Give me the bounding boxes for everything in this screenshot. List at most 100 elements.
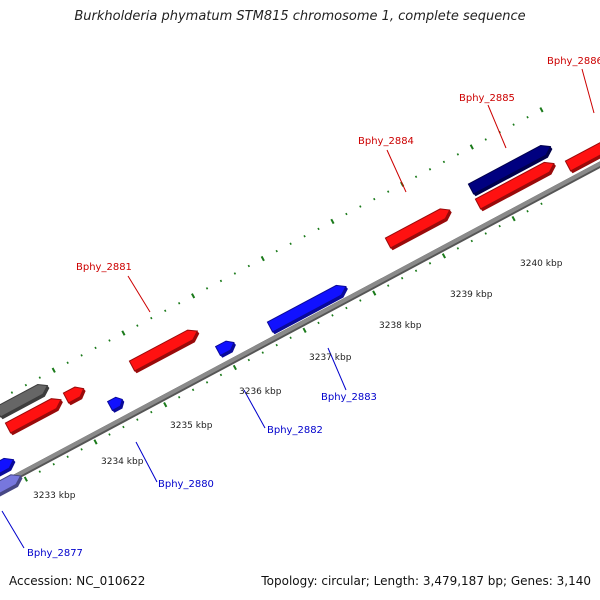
minor-tick xyxy=(80,354,83,357)
gene-reverse-bphy-2883-body xyxy=(266,284,347,333)
gene-label-forward-4: Bphy_2886 xyxy=(547,56,600,67)
minor-tick xyxy=(108,433,111,436)
minor-tick xyxy=(38,470,41,473)
minor-tick xyxy=(289,242,292,245)
major-tick xyxy=(121,330,126,336)
inner-tick-track xyxy=(10,202,543,488)
minor-tick xyxy=(275,343,278,347)
scale-label-2: 3234 kbp xyxy=(101,457,144,467)
minor-tick xyxy=(24,383,28,387)
major-tick xyxy=(163,402,168,408)
minor-tick xyxy=(414,269,418,273)
minor-tick xyxy=(331,314,334,317)
minor-tick xyxy=(373,197,376,201)
gene-label-reverse-2: Bphy_2880 xyxy=(158,479,214,490)
scale-label-5: 3237 kbp xyxy=(309,353,352,363)
minor-tick xyxy=(219,279,223,283)
minor-tick xyxy=(205,287,209,290)
minor-tick xyxy=(38,376,41,379)
major-tick xyxy=(372,290,377,296)
minor-tick xyxy=(526,115,529,119)
gene-forward-bphy-2885 xyxy=(474,161,556,212)
minor-tick xyxy=(80,448,83,451)
major-tick xyxy=(232,364,237,371)
outer-tick-track xyxy=(10,107,544,394)
label-leader-lines xyxy=(1,68,595,549)
gene-label-reverse-3: Bphy_2882 xyxy=(267,425,323,436)
minor-tick xyxy=(359,205,362,208)
leader-forward-3 xyxy=(487,104,507,149)
minor-tick xyxy=(247,264,251,268)
minor-tick xyxy=(164,309,167,312)
gene-label-forward-2: Bphy_2884 xyxy=(358,136,414,147)
major-tick xyxy=(93,439,98,445)
gene-label-reverse-4: Bphy_2883 xyxy=(321,392,377,403)
scale-label-6: 3238 kbp xyxy=(379,321,422,331)
gene-reverse-bphy-2877-body xyxy=(0,457,15,474)
minor-tick xyxy=(470,239,473,243)
leader-reverse-1 xyxy=(1,510,25,549)
minor-tick xyxy=(359,299,362,302)
gene-forward-1-edge xyxy=(10,399,63,436)
minor-tick xyxy=(108,339,111,342)
major-tick xyxy=(51,367,56,373)
minor-tick xyxy=(289,336,292,339)
gene-lightblue-edge xyxy=(0,475,23,497)
gene-forward-bphy-2886-body xyxy=(564,142,600,172)
gene-labels: Bphy_2881 Bphy_2884 Bphy_2885 Bphy_2886 Bphy… xyxy=(27,56,600,559)
gene-forward-bphy-2884-edge xyxy=(390,210,452,251)
minor-tick xyxy=(484,232,487,235)
scale-label-8: 3240 kbp xyxy=(520,259,563,269)
minor-tick xyxy=(498,224,501,228)
minor-tick xyxy=(484,138,487,141)
major-tick xyxy=(539,107,544,113)
major-tick xyxy=(23,476,28,482)
gene-forward-bphy-2881-body xyxy=(128,329,199,372)
leader-reverse-2 xyxy=(135,441,158,483)
minor-tick xyxy=(456,153,460,156)
gene-label-forward-3: Bphy_2885 xyxy=(459,93,515,104)
topology-summary: Topology: circular; Length: 3,479,187 bp… xyxy=(261,574,591,588)
gene-reverse-bphy-2877 xyxy=(0,457,16,477)
minor-tick xyxy=(345,212,348,216)
gene-forward-bphy-2886-edge xyxy=(570,155,600,174)
minor-tick xyxy=(191,388,195,392)
gene-forward-bphy-2886 xyxy=(564,142,600,174)
leader-forward-1 xyxy=(127,275,151,313)
minor-tick xyxy=(428,262,432,265)
minor-tick xyxy=(512,123,515,126)
minor-tick xyxy=(387,284,390,287)
gene-forward-bphy-2884-body xyxy=(384,208,451,249)
gene-reverse-bphy-2882 xyxy=(214,340,236,358)
minor-tick xyxy=(122,425,125,429)
major-tick xyxy=(330,218,335,225)
major-tick xyxy=(511,215,516,222)
minor-tick xyxy=(345,306,348,310)
minor-tick xyxy=(177,395,181,399)
leader-reverse-3 xyxy=(243,389,266,429)
leader-forward-4 xyxy=(581,68,595,114)
minor-tick xyxy=(136,418,139,421)
gene-forward-bphy-2881-edge xyxy=(134,331,200,374)
gene-label-forward-1: Bphy_2881 xyxy=(76,262,132,273)
minor-tick xyxy=(136,324,139,327)
minor-tick xyxy=(150,316,153,320)
gene-darkblue-outer-edge xyxy=(473,146,553,197)
major-tick xyxy=(191,293,196,299)
gene-lightblue xyxy=(0,474,23,497)
minor-tick xyxy=(456,247,460,250)
minor-tick xyxy=(526,209,529,213)
gene-darkblue-outer-body xyxy=(467,144,552,195)
major-tick xyxy=(441,253,446,259)
scale-label-1: 3233 kbp xyxy=(33,491,76,501)
gene-reverse-bphy-2882-body xyxy=(214,340,235,357)
leader-forward-2 xyxy=(386,149,407,193)
minor-tick xyxy=(205,381,209,384)
gene-forward-bphy-2881 xyxy=(128,329,200,374)
minor-tick xyxy=(428,168,432,171)
minor-tick xyxy=(317,321,320,325)
gene-reverse-bphy-2883 xyxy=(266,284,348,335)
chromosome-backbone xyxy=(0,161,600,489)
gene-reverse-bphy-2882-edge xyxy=(220,342,236,358)
